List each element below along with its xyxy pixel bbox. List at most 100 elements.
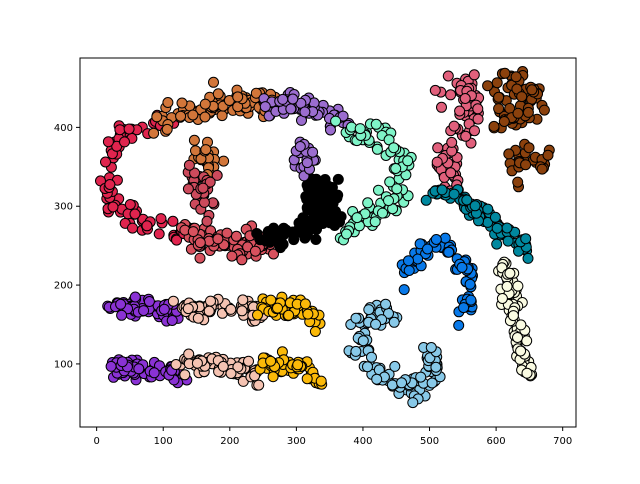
scatter-point xyxy=(439,232,451,244)
scatter-point xyxy=(187,109,199,121)
scatter-point xyxy=(472,113,484,125)
scatter-point xyxy=(262,226,274,237)
cluster-21 xyxy=(254,346,328,390)
axes-frame xyxy=(79,57,577,428)
scatter-point xyxy=(501,280,513,292)
scatter-point xyxy=(426,377,438,389)
cluster-5 xyxy=(251,173,347,254)
scatter-point xyxy=(102,136,114,148)
scatter-point xyxy=(267,371,279,383)
scatter-point xyxy=(538,104,550,116)
scatter-point xyxy=(371,373,383,385)
y-tick-label: 400 xyxy=(54,123,73,134)
scatter-point xyxy=(498,116,510,127)
scatter-point xyxy=(430,234,442,245)
scatter-point xyxy=(420,194,432,206)
scatter-point xyxy=(212,88,224,100)
x-tick-label: 100 xyxy=(154,436,173,447)
scatter-point xyxy=(204,176,216,188)
x-tick-label: 500 xyxy=(420,436,439,447)
scatter-point xyxy=(317,187,329,199)
scatter-point xyxy=(422,243,433,255)
scatter-point xyxy=(472,103,484,115)
scatter-point xyxy=(265,355,277,367)
scatter-point xyxy=(430,361,442,373)
scatter-point xyxy=(448,120,460,132)
scatter-point xyxy=(287,93,299,105)
scatter-point xyxy=(114,124,126,136)
scatter-point xyxy=(377,207,388,219)
scatter-point xyxy=(446,136,458,148)
scatter-point xyxy=(523,142,535,154)
scatter-point xyxy=(388,142,400,154)
cluster-19 xyxy=(105,354,193,389)
scatter-point xyxy=(211,169,223,181)
scatter-point xyxy=(310,179,322,191)
scatter-point xyxy=(520,159,532,171)
scatter-point xyxy=(398,284,410,296)
scatter-point xyxy=(285,103,297,115)
scatter-point xyxy=(515,345,527,357)
scatter-point xyxy=(488,120,500,132)
scatter-point xyxy=(403,265,415,276)
cluster-16 xyxy=(102,291,184,327)
scatter-point xyxy=(370,118,382,130)
scatter-point xyxy=(402,155,414,167)
scatter-point xyxy=(351,212,363,224)
scatter-point xyxy=(327,212,339,224)
scatter-point xyxy=(504,267,516,279)
scatter-point xyxy=(366,351,377,363)
scatter-point xyxy=(300,191,312,202)
cluster-13 xyxy=(396,232,478,331)
scatter-point xyxy=(362,197,374,209)
x-tick-label: 200 xyxy=(220,436,239,447)
y-axis: 100 200 300 400 xyxy=(54,123,80,370)
scatter-point xyxy=(354,123,366,135)
scatter-point xyxy=(124,199,136,210)
scatter-point xyxy=(198,196,210,208)
scatter-point xyxy=(315,375,327,387)
scatter-point xyxy=(129,208,141,220)
scatter-point xyxy=(200,144,212,156)
scatter-point xyxy=(436,184,448,196)
scatter-point xyxy=(194,237,206,249)
y-tick-label: 300 xyxy=(54,202,73,213)
scatter-point xyxy=(190,145,201,157)
scatter-point xyxy=(107,201,119,213)
scatter-point xyxy=(448,188,460,200)
scatter-point xyxy=(251,228,263,239)
scatter-point xyxy=(105,360,117,372)
cluster-10 xyxy=(482,66,550,134)
scatter-point xyxy=(436,101,447,113)
scatter-point xyxy=(491,222,503,234)
scatter-point xyxy=(309,326,321,337)
scatter-point xyxy=(503,148,515,160)
cluster-0 xyxy=(95,109,190,246)
cluster-3 xyxy=(330,115,417,246)
scatter-point xyxy=(445,167,457,179)
scatter-point xyxy=(396,377,408,389)
scatter-point xyxy=(510,71,522,83)
scatter-point xyxy=(512,176,524,188)
scatter-point xyxy=(362,361,373,373)
scatter-point xyxy=(445,89,457,101)
scatter-point xyxy=(217,360,229,372)
scatter-point xyxy=(272,302,283,314)
scatter-point xyxy=(325,124,336,136)
scatter-point xyxy=(161,123,173,135)
scatter-point xyxy=(307,146,319,158)
scatter-point xyxy=(465,294,477,306)
scatter-point xyxy=(384,176,396,188)
scatter-point xyxy=(197,182,209,194)
scatter-point xyxy=(236,254,248,266)
cluster-9 xyxy=(429,69,485,204)
scatter-point xyxy=(265,294,277,306)
scatter-point xyxy=(491,238,503,250)
scatter-point xyxy=(373,184,384,196)
scatter-point xyxy=(179,369,191,381)
scatter-point xyxy=(216,110,228,122)
scatter-point xyxy=(138,305,150,317)
cluster-8 xyxy=(288,136,321,182)
scatter-point xyxy=(412,253,424,265)
scatter-point xyxy=(542,149,554,161)
